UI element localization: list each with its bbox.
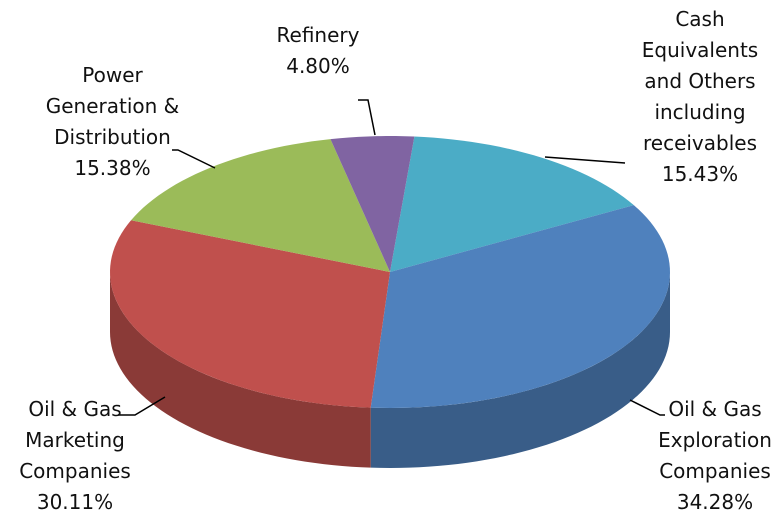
slice — [370, 205, 670, 408]
slice-side — [110, 272, 371, 468]
slice-label: Power Generation & Distribution 15.38% — [30, 60, 195, 184]
slice — [110, 220, 391, 408]
slice-label: Oil & Gas Exploration Companies 34.28% — [645, 394, 783, 518]
label-name: Oil & Gas Exploration Companies — [658, 397, 772, 483]
slice-label: Oil & Gas Marketing Companies 30.11% — [5, 394, 145, 518]
leader-line — [172, 149, 216, 169]
leader-line — [544, 156, 626, 164]
label-name: Oil & Gas Marketing Companies — [19, 397, 131, 483]
slice — [330, 136, 415, 272]
leader-line — [358, 99, 376, 136]
label-value: 4.80% — [286, 54, 350, 78]
label-value: 30.11% — [36, 490, 114, 514]
leader-line — [629, 399, 665, 416]
label-value: 15.38% — [74, 156, 151, 180]
label-name: Power Generation & Distribution — [45, 63, 180, 149]
label-name: Refinery — [276, 23, 360, 47]
slice-side — [370, 272, 670, 468]
slice — [390, 136, 634, 272]
slices — [110, 136, 670, 468]
label-name: Cash Equivalents and Others including re… — [641, 7, 759, 155]
leader-lines — [118, 99, 665, 416]
leader-line — [118, 396, 166, 416]
slice-label: Refinery 4.80% — [258, 20, 378, 82]
slice — [131, 139, 390, 272]
label-value: 34.28% — [676, 490, 754, 514]
slice-label: Cash Equivalents and Others including re… — [620, 4, 780, 190]
label-value: 15.43% — [661, 162, 739, 186]
